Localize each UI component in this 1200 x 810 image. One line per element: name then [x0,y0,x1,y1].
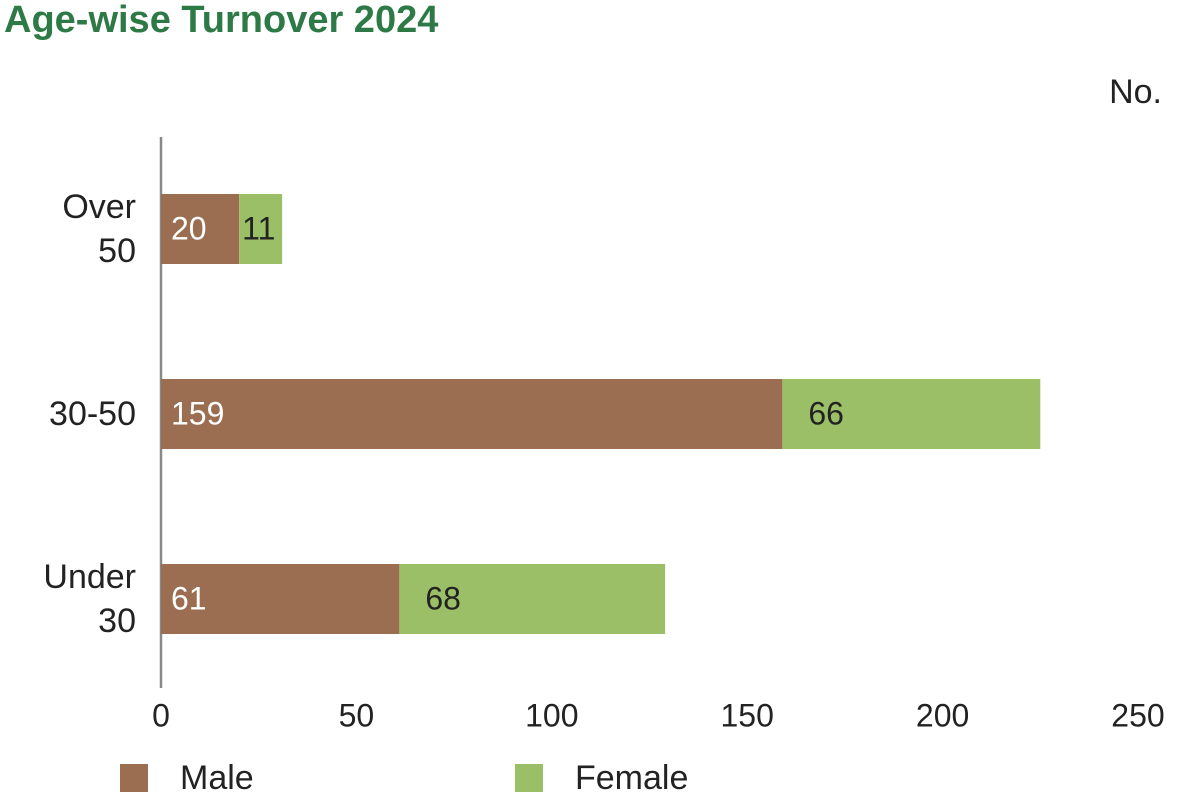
x-tick-label: 50 [339,697,375,733]
data-label: 68 [425,580,461,616]
y-tick-label: Under 30 [43,558,136,640]
x-tick-label: 150 [721,697,774,733]
data-label: 159 [171,395,224,431]
x-tick-label: 100 [525,697,578,733]
x-tick-label: 0 [152,697,170,733]
y-tick-label: 30-50 [49,395,136,433]
data-label: 66 [808,395,844,431]
legend-swatch [515,764,543,792]
bar-segment [782,379,1041,449]
data-label: 61 [171,580,207,616]
x-tick-label: 250 [1111,697,1164,733]
legend-label: Female [575,759,688,797]
chart-title: Age-wise Turnover 2024 [4,0,438,41]
legend-label: Male [180,759,254,797]
bar-segment [399,564,666,634]
bar-segment [161,564,400,634]
bar-segment [161,379,783,449]
data-label: 11 [242,210,275,246]
data-label: 20 [171,210,207,246]
y-tick-label: Over 50 [62,188,136,270]
bar-segment [161,194,240,264]
bar-segment [239,194,283,264]
legend-swatch [120,764,148,792]
x-tick-label: 200 [916,697,969,733]
axis-label: No. [1109,73,1162,111]
